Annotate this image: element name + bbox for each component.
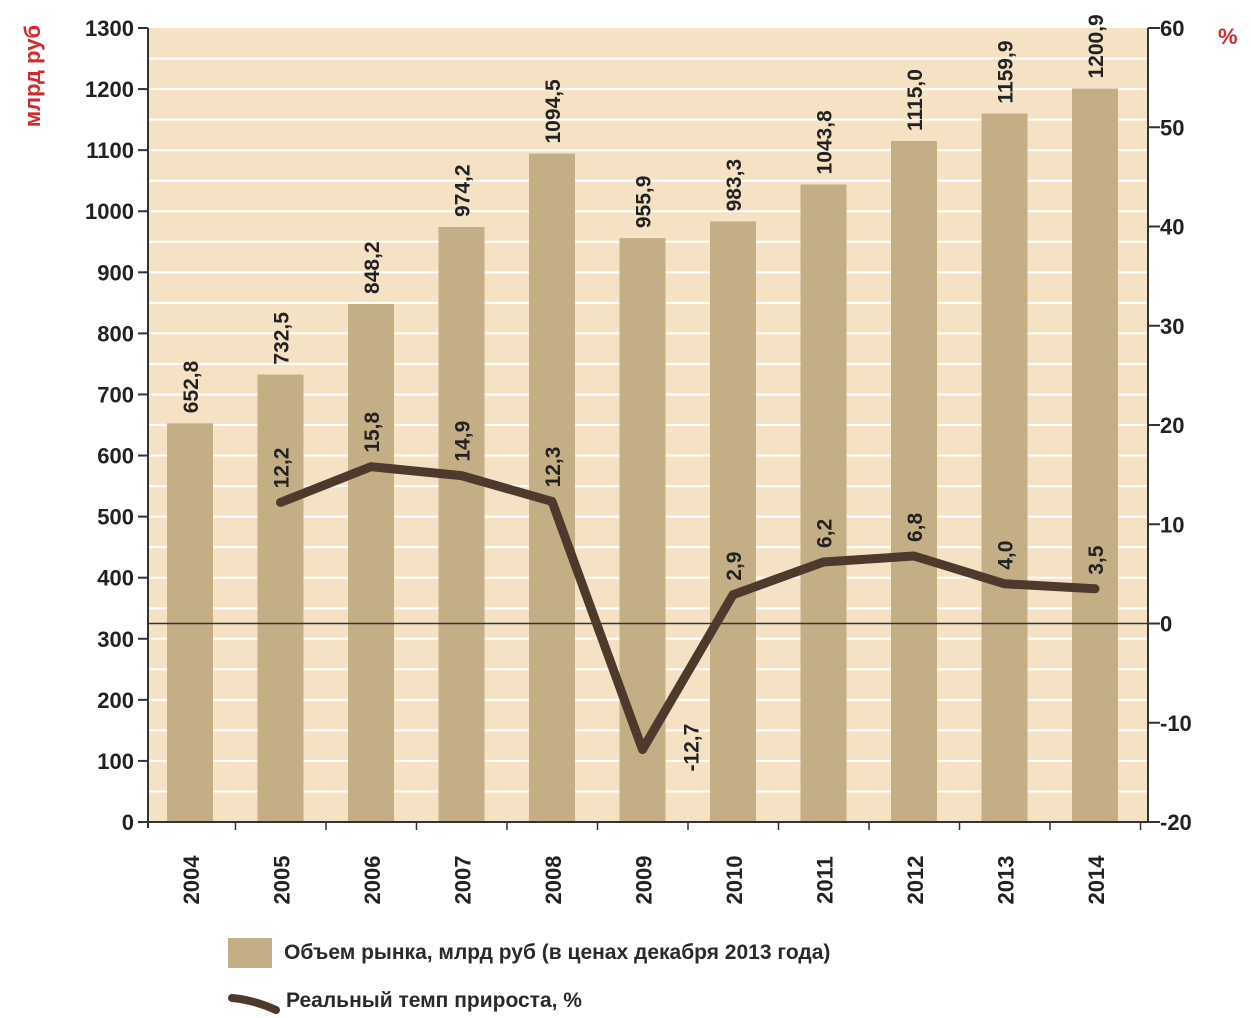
x-tick-label-2006: 2006 [360,856,385,905]
left-tick-label: 700 [97,382,134,407]
right-tick-label: 10 [1160,512,1184,537]
left-tick-label: 300 [97,627,134,652]
bar-label-2006: 848,2 [361,241,384,294]
left-tick-label: 1000 [85,199,134,224]
bar-series [167,88,1118,823]
line-label-2006: 15,8 [361,411,384,452]
right-tick-label: 50 [1160,115,1184,140]
x-tick-label-2007: 2007 [451,856,476,905]
bar-2007 [438,226,485,822]
bar-2010 [710,221,756,823]
legend-item-growth: Реальный темп прироста, % [228,986,582,1016]
line-label-2007: 14,9 [452,421,475,462]
line-label-2013: 4,0 [995,541,1018,570]
bar-label-2008: 1094,5 [542,79,565,144]
left-axis-unit-label: млрд руб [20,25,45,127]
bar-label-2009: 955,9 [633,176,656,229]
bar-2011 [800,184,847,823]
x-tick-label-2010: 2010 [722,856,747,905]
x-tick-label-2011: 2011 [813,856,838,904]
right-tick-label: -20 [1160,810,1192,835]
bar-2013 [981,113,1028,822]
x-tick-label-2005: 2005 [270,856,295,905]
line-label-2009: -12,7 [681,724,704,772]
line-label-2005: 12,2 [271,448,294,489]
legend-label-volume: Объем рынка, млрд руб (в ценах декабря 2… [284,941,831,964]
bar-2008 [529,153,575,823]
bar-2005 [257,374,304,822]
right-tick-label: 60 [1160,16,1184,41]
x-tick-label-2012: 2012 [903,856,928,905]
left-tick-label: 1300 [85,16,134,41]
left-tick-label: 500 [97,505,134,530]
x-tick-label-2009: 2009 [632,856,657,905]
bar-2014 [1072,88,1118,823]
left-tick-label: 600 [97,444,134,469]
legend-swatch-line [228,994,280,1014]
bar-label-2010: 983,3 [723,159,746,212]
right-tick-label: 30 [1160,314,1184,339]
right-tick-label: 0 [1160,612,1172,637]
bar-label-2005: 732,5 [271,312,294,365]
left-tick-label: 100 [97,749,134,774]
bar-label-2014: 1200,9 [1085,14,1108,78]
left-tick-label: 200 [97,688,134,713]
bar-2009 [619,238,666,822]
bar-2012 [891,140,937,822]
left-tick-label: 1100 [86,138,134,163]
line-label-2014: 3,5 [1085,545,1108,575]
legend-label-growth: Реальный темп прироста, % [286,989,582,1012]
growth-rate-line [276,462,1100,755]
left-tick-label: 800 [97,321,134,346]
x-tick-label-2014: 2014 [1084,855,1109,905]
left-tick-label: 400 [97,566,134,591]
x-tick-label-2013: 2013 [994,856,1019,905]
line-value-labels: 12,2 15,8 14,9 12,3 -12,7 2,9 6,2 6,8 4,0 3,5 [271,411,1109,771]
legend-item-volume: Объем рынка, млрд руб (в ценах декабря 2… [228,938,830,968]
legend-swatch-bar [228,938,272,968]
left-tick-label: 1200 [85,77,134,102]
bar-label-2007: 974,2 [452,164,475,217]
x-tick-label-2004: 2004 [179,855,204,905]
bar-label-2013: 1159,9 [995,40,1018,103]
x-tick-label-2008: 2008 [541,856,566,905]
bar-label-2012: 1115,0 [904,69,927,131]
chart: 652,8 732,5 848,2 974,2 1094,5 955,9 983,3 1043… [20,14,1238,904]
line-label-2011: 6,2 [814,519,837,548]
line-label-2008: 12,3 [542,447,565,488]
right-tick-label: 20 [1160,413,1184,438]
line-label-2012: 6,8 [904,512,927,542]
right-tick-label: 40 [1160,215,1184,240]
bar-2004 [167,423,213,822]
right-axis-unit-label: % [1218,24,1238,49]
bar-2006 [348,303,394,822]
axes: 0100200300400500600700800900100011001200… [85,16,1192,904]
left-tick-label: 0 [122,810,134,835]
right-tick-label: -10 [1160,711,1192,736]
left-tick-label: 900 [97,260,134,285]
bar-value-labels: 652,8 732,5 848,2 974,2 1094,5 955,9 983,3 1043… [180,14,1108,413]
line-label-2010: 2,9 [723,552,746,581]
bar-label-2011: 1043,8 [814,110,837,175]
bar-label-2004: 652,8 [180,360,203,413]
